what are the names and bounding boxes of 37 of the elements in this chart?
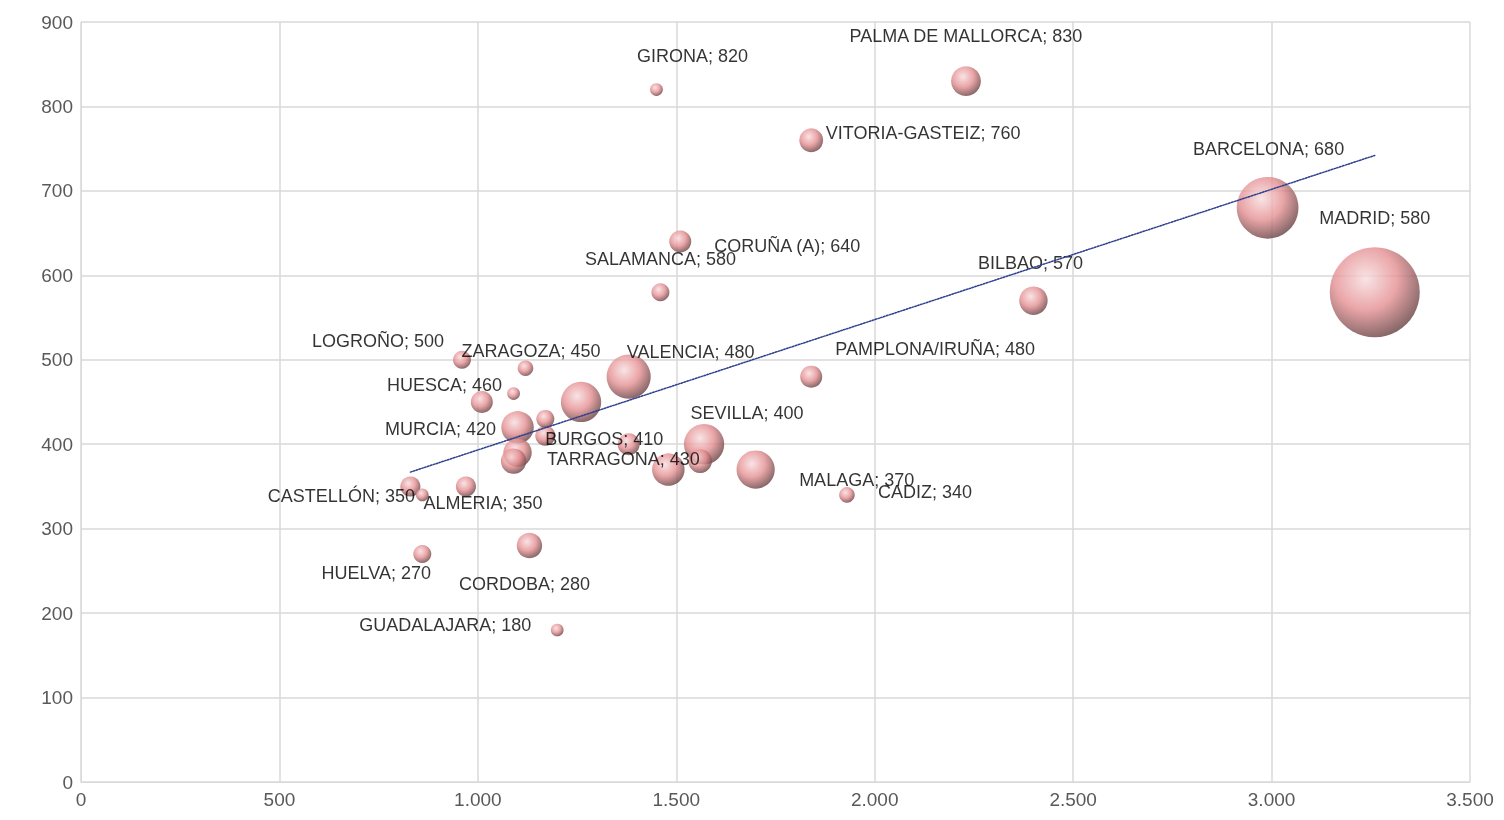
data-label: MADRID; 580 — [1319, 208, 1431, 229]
data-label: HUELVA; 270 — [321, 563, 431, 583]
data-label: PAMPLONA/IRUÑA; 480 — [835, 337, 1036, 359]
y-tick-label: 700 — [41, 180, 73, 202]
data-label: BARCELONA; 680 — [1193, 138, 1345, 159]
data-label: SEVILLA; 400 — [690, 403, 804, 424]
x-tick-label: 2.500 — [1049, 789, 1097, 810]
x-tick-label: 3.500 — [1446, 789, 1494, 810]
y-tick-label: 800 — [41, 95, 73, 117]
data-label: VALENCIA; 480 — [626, 341, 755, 362]
y-tick-label: 0 — [62, 771, 73, 793]
y-tick-label: 100 — [41, 687, 73, 709]
data-label: CORDOBA; 280 — [458, 573, 590, 594]
data-label: VITORIA-GASTEIZ; 760 — [825, 123, 1021, 144]
y-tick-label: 600 — [41, 264, 73, 286]
y-tick-label: 300 — [41, 518, 73, 540]
data-label: MURCIA; 420 — [385, 419, 497, 440]
data-label: HUESCA; 460 — [387, 374, 503, 395]
data-label: CASTELLÓN; 350 — [267, 485, 415, 507]
data-label: GUADALAJARA; 180 — [359, 615, 532, 635]
y-tick-label: 400 — [41, 433, 73, 455]
x-tick-label: 1.500 — [652, 789, 701, 810]
x-tick-label: 0 — [75, 789, 87, 810]
data-label: TARRAGONA; 430 — [546, 448, 700, 469]
data-label: ZARAGOZA; 450 — [461, 341, 601, 361]
y-tick-label: 200 — [41, 602, 73, 624]
y-tick-label: 900 — [41, 11, 73, 33]
y-tick-label: 500 — [41, 349, 73, 371]
x-tick-label: 3.000 — [1247, 789, 1296, 810]
x-tick-label: 2.000 — [850, 789, 899, 810]
data-label: GIRONA; 820 — [636, 45, 748, 66]
data-label: BILBAO; 570 — [977, 252, 1083, 273]
data-label: PALMA DE MALLORCA; 830 — [849, 26, 1083, 47]
x-tick-label: 1.000 — [454, 789, 502, 810]
data-label: ALMERIA; 350 — [423, 493, 543, 514]
data-label: LOGROÑO; 500 — [311, 329, 445, 351]
x-tick-label: 500 — [263, 789, 296, 810]
